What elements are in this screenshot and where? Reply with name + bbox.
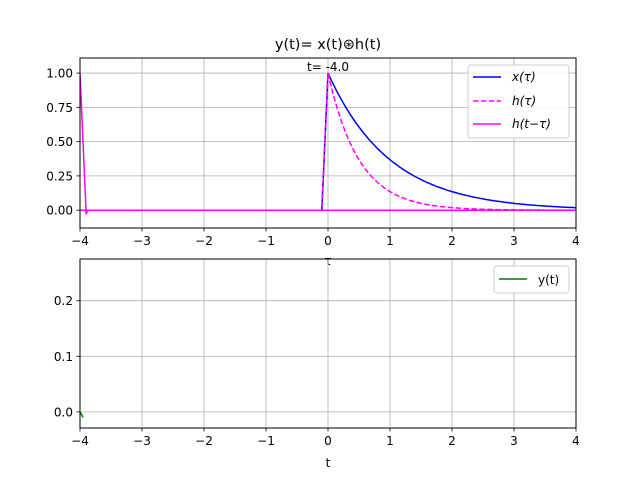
x-tick-label: 2 xyxy=(448,234,456,248)
top-axes: −4 −3 −2 −1 0 1 2 3 4 0.00 0.25 0.50 0.75 1.00 t= -4.… xyxy=(46,57,580,268)
x-tick-label: −2 xyxy=(195,234,213,248)
figure-title: y(t)= x(t)⊛h(t) xyxy=(275,37,381,53)
legend-label-y: y(t) xyxy=(538,273,559,287)
top-ticks: −4 −3 −2 −1 0 1 2 3 4 0.00 0.25 0.50 0.75 1.00 xyxy=(46,67,580,248)
x-tick-label: 4 xyxy=(572,434,580,448)
top-legend-box xyxy=(467,64,570,139)
x-tick-label: −2 xyxy=(195,434,213,448)
legend-label-h: h(τ) xyxy=(512,94,536,108)
y-tick-label: 1.00 xyxy=(46,67,73,81)
x-tick-label: 0 xyxy=(324,434,332,448)
x-tick-label: −3 xyxy=(133,434,151,448)
bottom-axes: −4 −3 −2 −1 0 1 2 3 4 0.0 0.1 0.2 t y(t) xyxy=(54,258,580,470)
series-line xyxy=(80,72,576,211)
x-tick-label: 1 xyxy=(386,234,394,248)
bottom-x-axis-label: t xyxy=(326,456,331,470)
bottom-plot-lines xyxy=(80,411,84,418)
x-tick-label: −1 xyxy=(257,434,275,448)
x-tick-label: 3 xyxy=(510,434,518,448)
x-tick-label: 1 xyxy=(386,434,394,448)
x-tick-label: 0 xyxy=(324,234,332,248)
series-line xyxy=(80,73,576,215)
series-line xyxy=(80,72,576,211)
x-tick-label: 2 xyxy=(448,434,456,448)
y-tick-label: 0.0 xyxy=(54,405,73,419)
y-tick-label: 0.75 xyxy=(46,101,73,115)
x-tick-label: 3 xyxy=(510,234,518,248)
time-annotation: t= -4.0 xyxy=(307,60,349,74)
bottom-legend: y(t) xyxy=(493,265,570,294)
x-tick-label: −4 xyxy=(71,434,89,448)
legend-label-x: x(τ) xyxy=(511,70,536,84)
x-tick-label: −3 xyxy=(133,234,151,248)
x-tick-label: −4 xyxy=(71,234,89,248)
x-tick-label: −1 xyxy=(257,234,275,248)
y-tick-label: 0.2 xyxy=(54,294,73,308)
series-line xyxy=(80,411,84,418)
y-tick-label: 0.25 xyxy=(46,169,73,183)
y-tick-label: 0.1 xyxy=(54,350,73,364)
y-tick-label: 0.50 xyxy=(46,135,73,149)
bottom-ticks: −4 −3 −2 −1 0 1 2 3 4 0.0 0.1 0.2 xyxy=(54,294,580,448)
bottom-legend-box xyxy=(493,265,570,294)
x-tick-label: 4 xyxy=(572,234,580,248)
top-legend: x(τ) h(τ) h(t−τ) xyxy=(467,64,570,139)
y-tick-label: 0.00 xyxy=(46,204,73,218)
legend-label-h-shift: h(t−τ) xyxy=(512,117,551,131)
top-plot-lines xyxy=(80,72,576,215)
